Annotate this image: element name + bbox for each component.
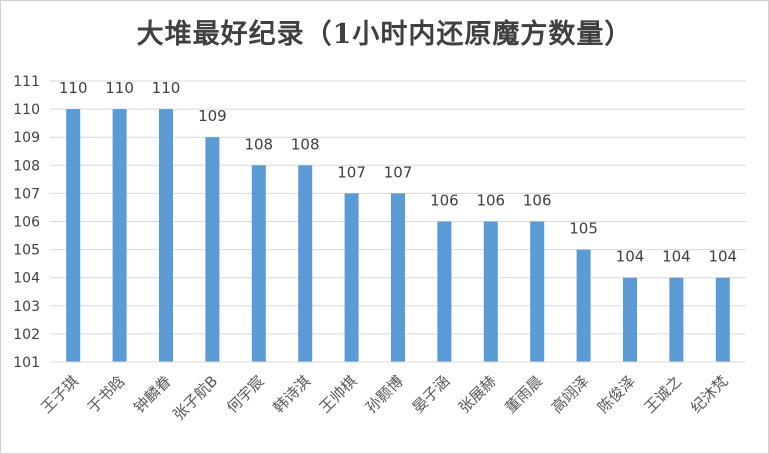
y-tick-label: 106 [13, 215, 40, 231]
data-label: 107 [384, 163, 413, 181]
x-tick-label: 高翊泽 [548, 372, 593, 417]
x-tick-label: 孙颢博 [362, 372, 407, 417]
data-label: 106 [476, 192, 505, 210]
x-tick-label: 董雨晨 [501, 372, 546, 417]
bar [205, 137, 220, 362]
data-label: 110 [59, 79, 88, 97]
data-label: 104 [616, 248, 645, 266]
y-tick-label: 101 [13, 355, 40, 371]
bar [391, 193, 405, 362]
chart-title: 大堆最好纪录（1小时内还原魔方数量） [136, 19, 633, 50]
x-tick-label: 张子航B [169, 372, 221, 424]
x-tick-label: 纪沐梵 [687, 372, 732, 417]
y-tick-label: 105 [13, 243, 40, 259]
data-label: 110 [105, 79, 134, 97]
y-axis-ticks: 101 102 103 104 105 106 107 108 109 110 111 [13, 74, 40, 371]
bar [483, 221, 498, 362]
y-tick-label: 109 [13, 130, 40, 146]
x-tick-label: 韩诗淇 [269, 372, 314, 417]
bar [112, 109, 127, 362]
x-tick-label: 于书晗 [84, 372, 129, 417]
data-label: 108 [291, 135, 320, 153]
x-tick-label: 钟麟眷 [130, 372, 175, 417]
data-label: 107 [337, 163, 366, 181]
data-label: 106 [523, 192, 552, 210]
data-label: 109 [198, 107, 227, 125]
data-label: 106 [430, 192, 459, 210]
bar [715, 277, 730, 362]
data-label: 105 [569, 220, 598, 238]
x-tick-label: 晏子涵 [409, 372, 454, 417]
bar [669, 277, 684, 362]
data-label: 108 [244, 135, 273, 153]
bar [298, 165, 313, 362]
y-tick-label: 110 [13, 102, 40, 118]
bar [576, 249, 591, 362]
bar [530, 221, 545, 362]
x-tick-label: 王帅棋 [316, 372, 361, 417]
data-label: 104 [708, 248, 737, 266]
bar [251, 165, 266, 362]
y-tick-label: 108 [13, 158, 40, 174]
x-tick-label: 王子琪 [37, 372, 82, 417]
data-labels: 110 110 110 109 108 108 107 107 106 106 106 105 104 1… [59, 79, 737, 266]
y-tick-label: 111 [13, 74, 40, 90]
x-tick-label: 陈俊泽 [594, 372, 639, 417]
data-label: 110 [152, 79, 181, 97]
bar [623, 277, 637, 362]
y-tick-label: 102 [13, 327, 40, 343]
y-tick-label: 107 [13, 186, 40, 202]
y-tick-label: 103 [13, 299, 40, 315]
bar [66, 109, 81, 362]
data-label: 104 [662, 248, 691, 266]
bar [437, 221, 452, 362]
bar [159, 109, 173, 362]
x-tick-label: 王诚之 [641, 372, 686, 417]
bars [66, 109, 730, 362]
y-tick-label: 104 [13, 271, 40, 287]
x-tick-label: 何宇宸 [223, 372, 268, 417]
bar [344, 193, 359, 362]
x-tick-label: 张展赫 [455, 372, 500, 417]
